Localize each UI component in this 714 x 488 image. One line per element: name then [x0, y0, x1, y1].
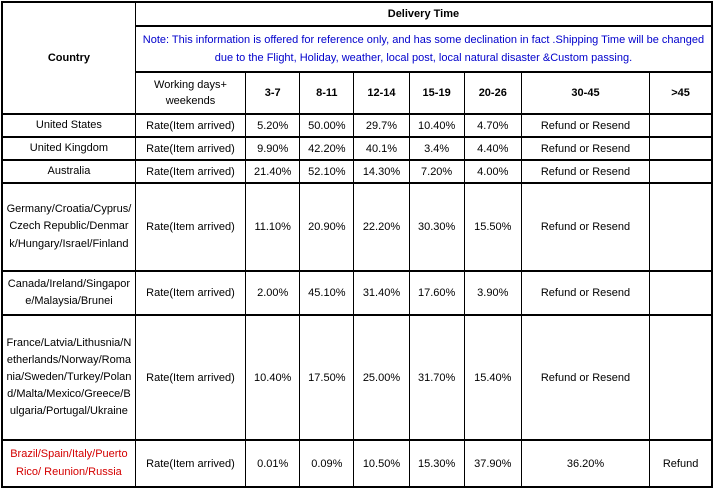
- value-cell: 30.30%: [408, 182, 465, 272]
- value-cell: 22.20%: [353, 182, 410, 272]
- value-cell: 29.7%: [353, 113, 410, 138]
- value-cell: Refund: [649, 439, 713, 488]
- column-header-12-14: 12-14: [353, 71, 410, 115]
- table-row-brazil-group: Brazil/Spain/Italy/Puerto Rico/ Reunion/…: [1, 439, 713, 488]
- value-cell: 15.40%: [463, 314, 522, 441]
- value-cell: 9.90%: [245, 136, 301, 161]
- value-cell: 7.20%: [408, 159, 465, 184]
- value-cell: 3.4%: [408, 136, 465, 161]
- country-cell: United States: [1, 113, 136, 138]
- column-header-gt-45: >45: [649, 71, 713, 115]
- value-cell: Refund or Resend: [520, 182, 651, 272]
- country-cell: France/Latvia/Lithusnia/Netherlands/Norw…: [1, 314, 136, 441]
- value-cell: 37.90%: [463, 439, 522, 488]
- value-cell: Refund or Resend: [520, 136, 651, 161]
- value-cell: 0.09%: [299, 439, 355, 488]
- country-cell: Australia: [1, 159, 136, 184]
- value-cell: 31.70%: [408, 314, 465, 441]
- value-cell: 25.00%: [353, 314, 410, 441]
- country-cell: United Kingdom: [1, 136, 136, 161]
- value-cell: 2.00%: [245, 270, 301, 316]
- value-cell: [649, 113, 713, 138]
- value-cell: 3.90%: [463, 270, 522, 316]
- value-cell: 20.90%: [299, 182, 355, 272]
- value-cell: Refund or Resend: [520, 159, 651, 184]
- column-header-row: Working days+ weekends 3-7 8-11 12-14 15…: [2, 71, 713, 115]
- rate-cell: Rate(Item arrived): [134, 182, 247, 272]
- value-cell: 21.40%: [245, 159, 301, 184]
- value-cell: 52.10%: [299, 159, 355, 184]
- column-header-20-26: 20-26: [463, 71, 522, 115]
- table-row-canada-group: Canada/Ireland/Singapore/Malaysia/Brunei…: [1, 270, 713, 316]
- value-cell: 17.50%: [299, 314, 355, 441]
- value-cell: 10.40%: [408, 113, 465, 138]
- value-cell: 31.40%: [353, 270, 410, 316]
- value-cell: [649, 182, 713, 272]
- value-cell: Refund or Resend: [520, 270, 651, 316]
- table-row-germany-group: Germany/Croatia/Cyprus/Czech Republic/De…: [1, 182, 713, 272]
- value-cell: Refund or Resend: [520, 113, 651, 138]
- value-cell: 36.20%: [520, 439, 651, 488]
- value-cell: [649, 270, 713, 316]
- value-cell: 17.60%: [408, 270, 465, 316]
- value-cell: 42.20%: [299, 136, 355, 161]
- value-cell: [649, 136, 713, 161]
- rate-cell: Rate(Item arrived): [134, 136, 247, 161]
- rate-cell: Rate(Item arrived): [134, 113, 247, 138]
- table-title: Delivery Time: [134, 1, 713, 27]
- rate-cell: Rate(Item arrived): [134, 439, 247, 488]
- rate-cell: Rate(Item arrived): [134, 314, 247, 441]
- column-header-3-7: 3-7: [245, 71, 301, 115]
- column-header-30-45: 30-45: [520, 71, 651, 115]
- value-cell: 15.50%: [463, 182, 522, 272]
- value-cell: 4.40%: [463, 136, 522, 161]
- value-cell: 4.00%: [463, 159, 522, 184]
- table-row-france-group: France/Latvia/Lithusnia/Netherlands/Norw…: [1, 314, 713, 441]
- table-row-united-kingdom: United Kingdom Rate(Item arrived) 9.90% …: [1, 136, 713, 161]
- value-cell: 10.50%: [353, 439, 410, 488]
- value-cell: [649, 314, 713, 441]
- value-cell: 45.10%: [299, 270, 355, 316]
- table-row-united-states: United States Rate(Item arrived) 5.20% 5…: [1, 113, 713, 138]
- table-title-row: Country Delivery Time: [1, 1, 713, 115]
- value-cell: Refund or Resend: [520, 314, 651, 441]
- value-cell: 10.40%: [245, 314, 301, 441]
- column-header-8-11: 8-11: [299, 71, 355, 115]
- value-cell: 0.01%: [245, 439, 301, 488]
- value-cell: 15.30%: [408, 439, 465, 488]
- value-cell: 14.30%: [353, 159, 410, 184]
- country-cell: Germany/Croatia/Cyprus/Czech Republic/De…: [1, 182, 136, 272]
- note-text: Note: This information is offered for re…: [134, 25, 713, 73]
- value-cell: 40.1%: [353, 136, 410, 161]
- country-header: Country: [1, 1, 136, 115]
- value-cell: 4.70%: [463, 113, 522, 138]
- column-header-15-19: 15-19: [408, 71, 465, 115]
- table-row-australia: Australia Rate(Item arrived) 21.40% 52.1…: [1, 159, 713, 184]
- value-cell: 5.20%: [245, 113, 301, 138]
- value-cell: 11.10%: [245, 182, 301, 272]
- country-cell: Brazil/Spain/Italy/Puerto Rico/ Reunion/…: [1, 439, 136, 488]
- value-cell: 50.00%: [299, 113, 355, 138]
- rate-cell: Rate(Item arrived): [134, 270, 247, 316]
- rate-cell: Rate(Item arrived): [134, 159, 247, 184]
- country-cell: Canada/Ireland/Singapore/Malaysia/Brunei: [1, 270, 136, 316]
- column-header-working-days: Working days+ weekends: [134, 71, 247, 115]
- note-row: Note: This information is offered for re…: [2, 25, 713, 73]
- value-cell: [649, 159, 713, 184]
